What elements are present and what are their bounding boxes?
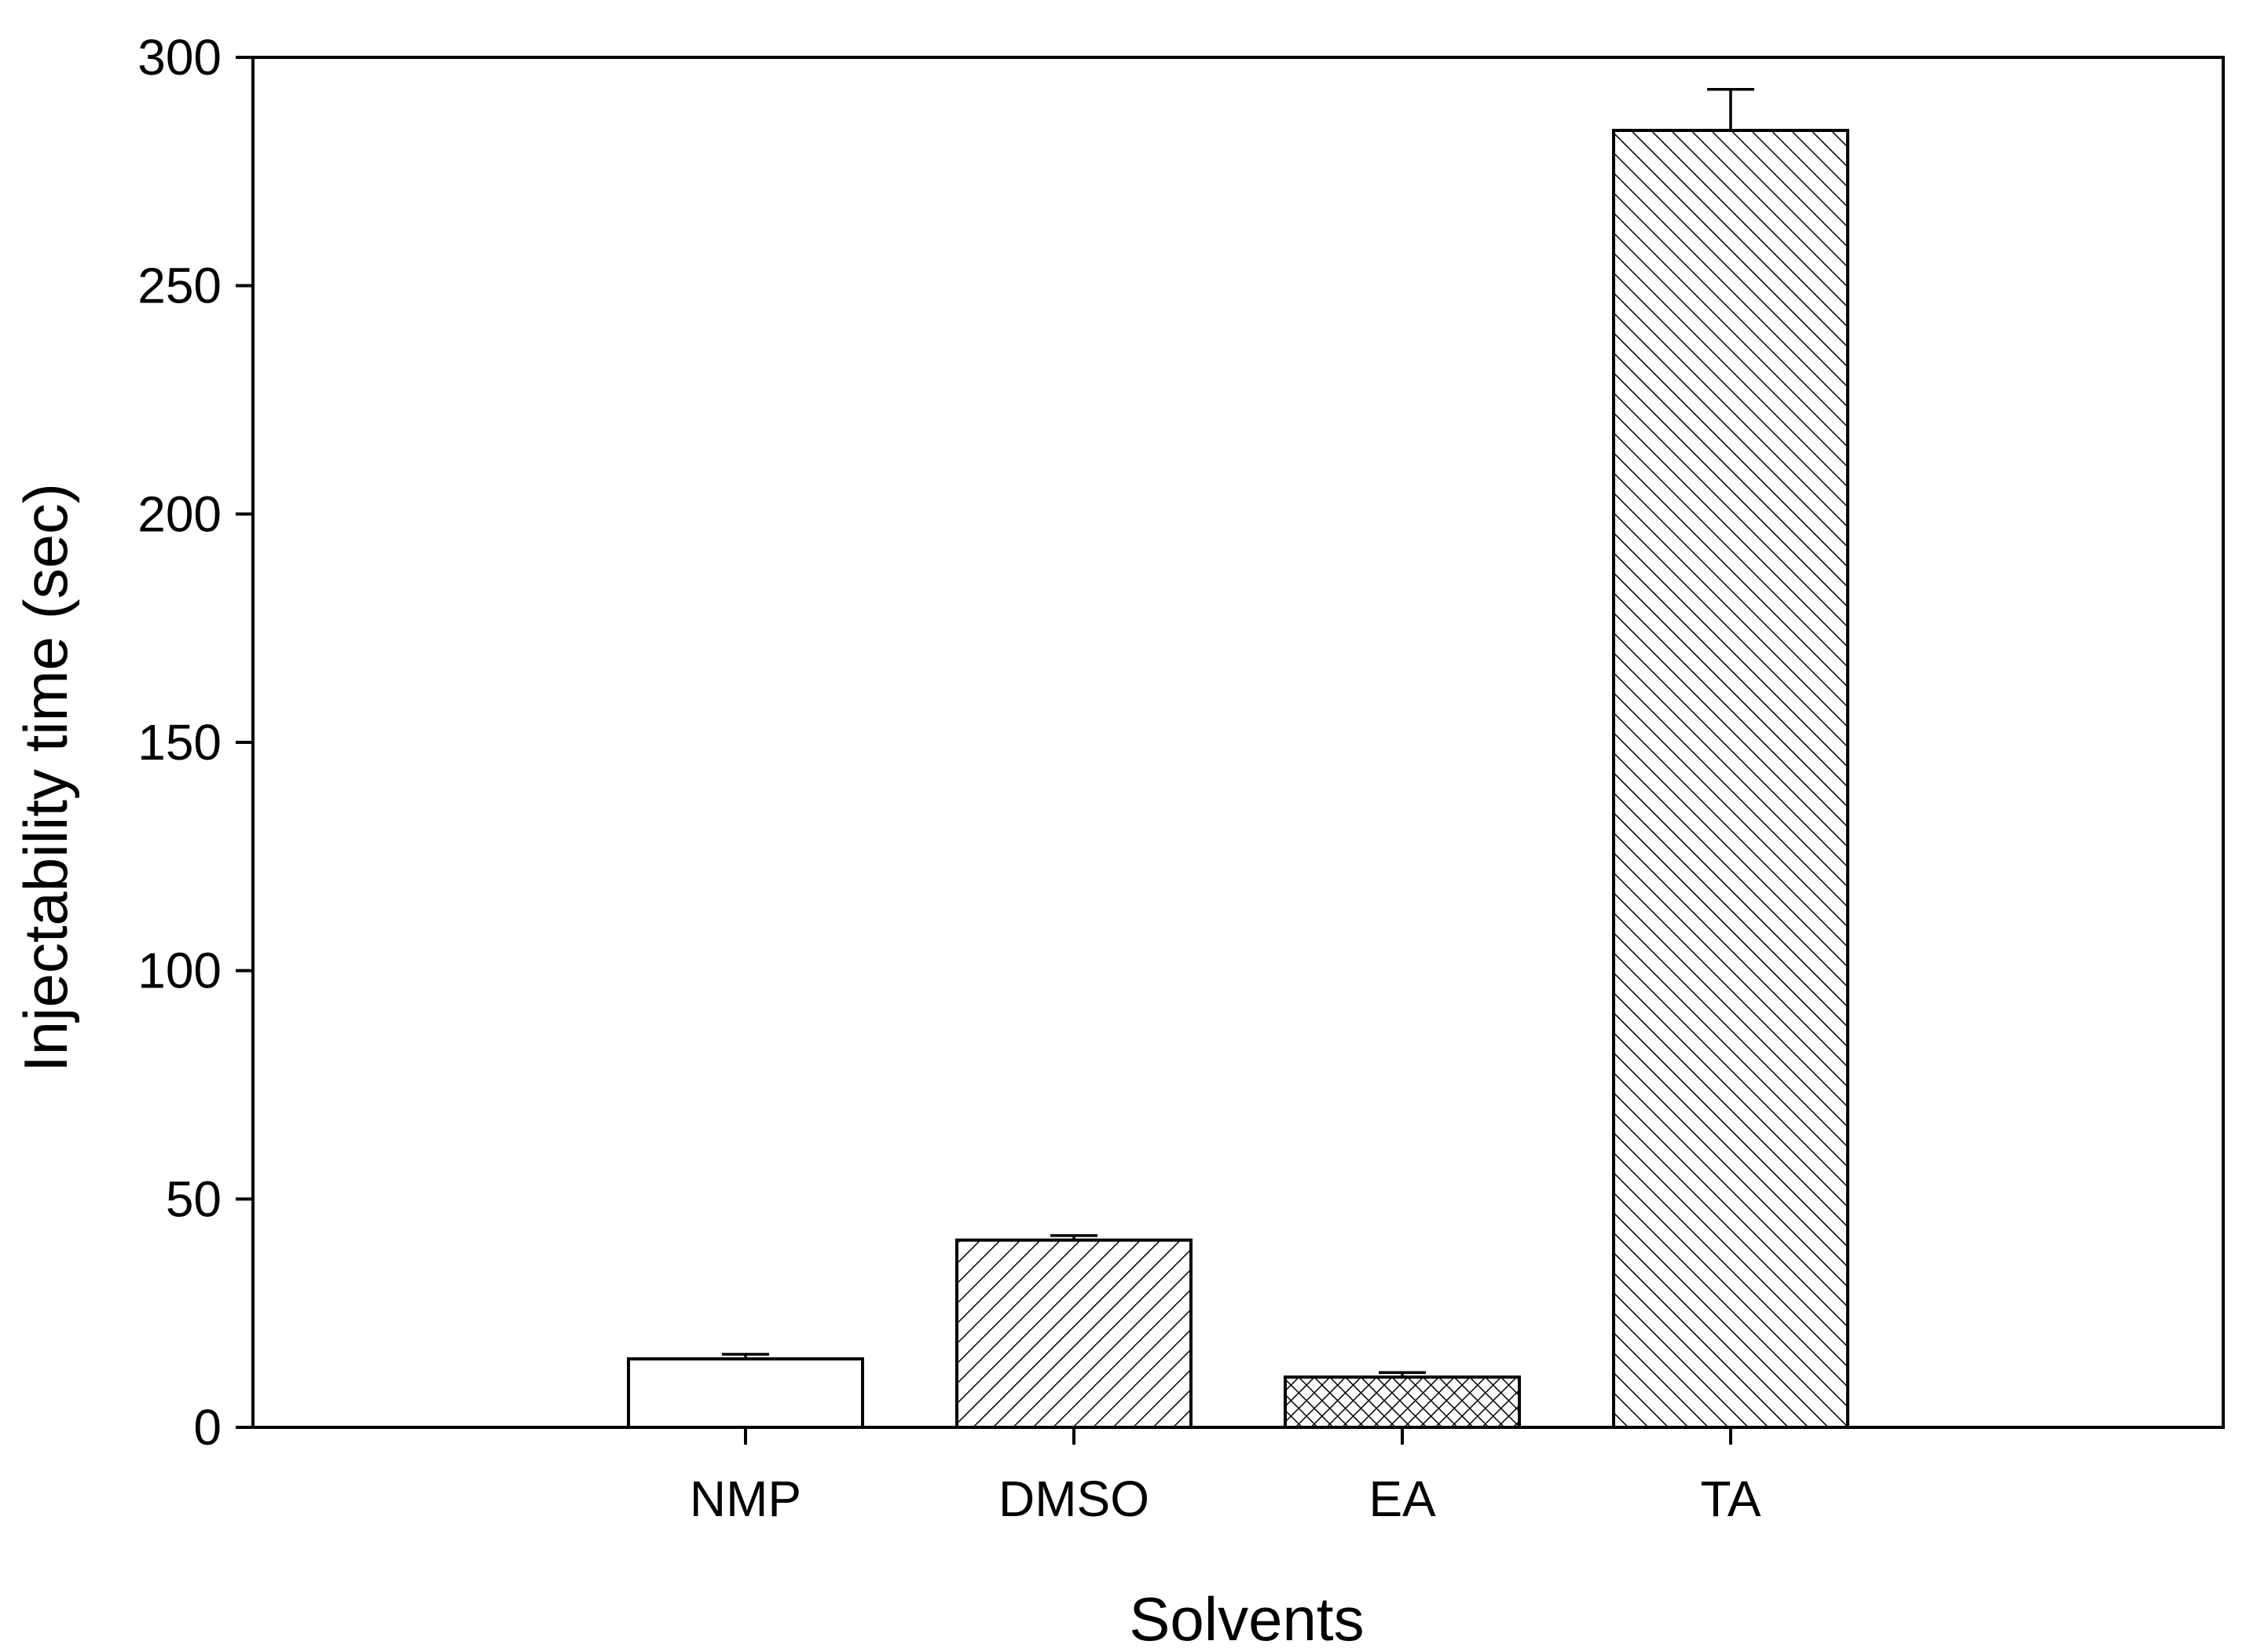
x-tick-label: DMSO <box>998 1471 1149 1527</box>
x-tick-label: NMP <box>690 1471 801 1527</box>
x-tick-label: EA <box>1368 1471 1436 1527</box>
y-axis-label: Injectability time (sec) <box>11 483 80 1072</box>
y-tick-label: 150 <box>137 714 222 771</box>
bar <box>1612 129 1849 1430</box>
plot-frame <box>251 56 2225 1429</box>
bar <box>1284 1375 1521 1430</box>
y-tick-label: 250 <box>137 258 222 314</box>
y-tick-label: 0 <box>193 1399 222 1456</box>
x-tick-label: TA <box>1700 1471 1761 1527</box>
y-tick-label: 300 <box>137 29 222 86</box>
bar <box>955 1238 1193 1429</box>
y-tick-label: 200 <box>137 485 222 542</box>
plot-area: 0 50 100 150 200 250 300 NMP DMSO EA TA <box>137 29 2225 1527</box>
bar-group <box>1612 87 1849 1430</box>
bar <box>627 1357 864 1430</box>
y-tick-label: 100 <box>137 943 222 999</box>
bar-group <box>627 1353 864 1430</box>
bar-group <box>955 1234 1193 1429</box>
x-axis-label: Solvents <box>1129 1584 1364 1652</box>
bar-group <box>1284 1371 1521 1430</box>
y-tick-label: 50 <box>166 1170 222 1227</box>
